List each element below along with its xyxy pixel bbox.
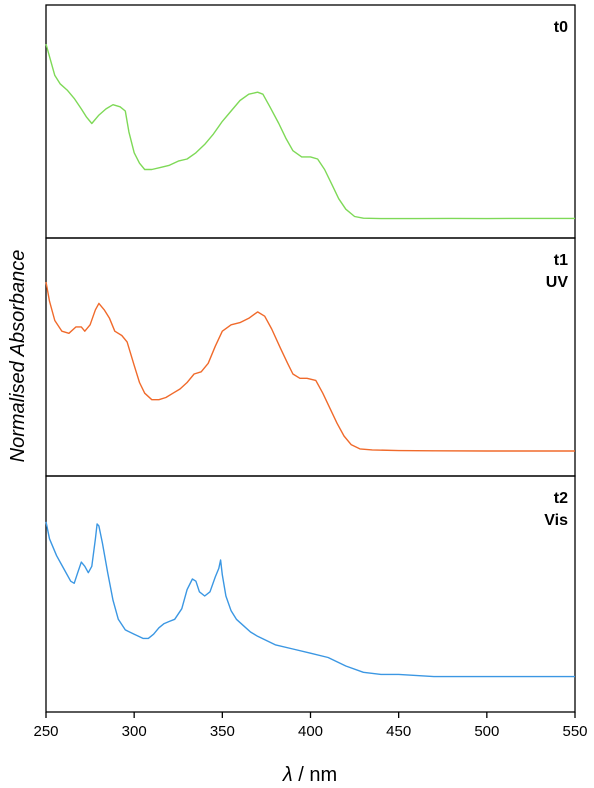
panels-layer: t0 t1 UV t2 Vis	[45, 4, 576, 713]
panel-2: t1 UV	[45, 237, 576, 477]
x-tick-label: 400	[298, 723, 323, 740]
x-tick-label: 300	[122, 723, 147, 740]
x-tick-label: 500	[474, 723, 499, 740]
x-tick-label: 350	[210, 723, 235, 740]
x-tick-label: 550	[562, 723, 587, 740]
panel-label: t2	[554, 490, 568, 507]
series-line-t1	[45, 281, 575, 452]
x-axis-title-unit: / nm	[293, 764, 337, 786]
x-axis-title: λ / nm	[282, 764, 337, 786]
panel-frame	[45, 237, 576, 477]
x-axis-title-variable: λ	[282, 764, 293, 786]
panel-label: t1	[554, 252, 568, 269]
panel-3: t2 Vis	[45, 475, 576, 713]
x-axis-ticks: 250 300 350 400 450 500 550	[33, 712, 588, 740]
series-line-t0	[45, 43, 575, 220]
y-axis-title: Normalised Absorbance	[7, 250, 29, 463]
panel-frame	[45, 4, 576, 239]
panel-label: Vis	[544, 512, 568, 529]
panel-label: t0	[554, 19, 568, 36]
x-tick-label: 450	[386, 723, 411, 740]
panel-label: UV	[546, 274, 569, 291]
x-tick-label: 250	[33, 723, 58, 740]
panel-1: t0	[45, 4, 576, 239]
series-line-t2	[45, 521, 575, 678]
